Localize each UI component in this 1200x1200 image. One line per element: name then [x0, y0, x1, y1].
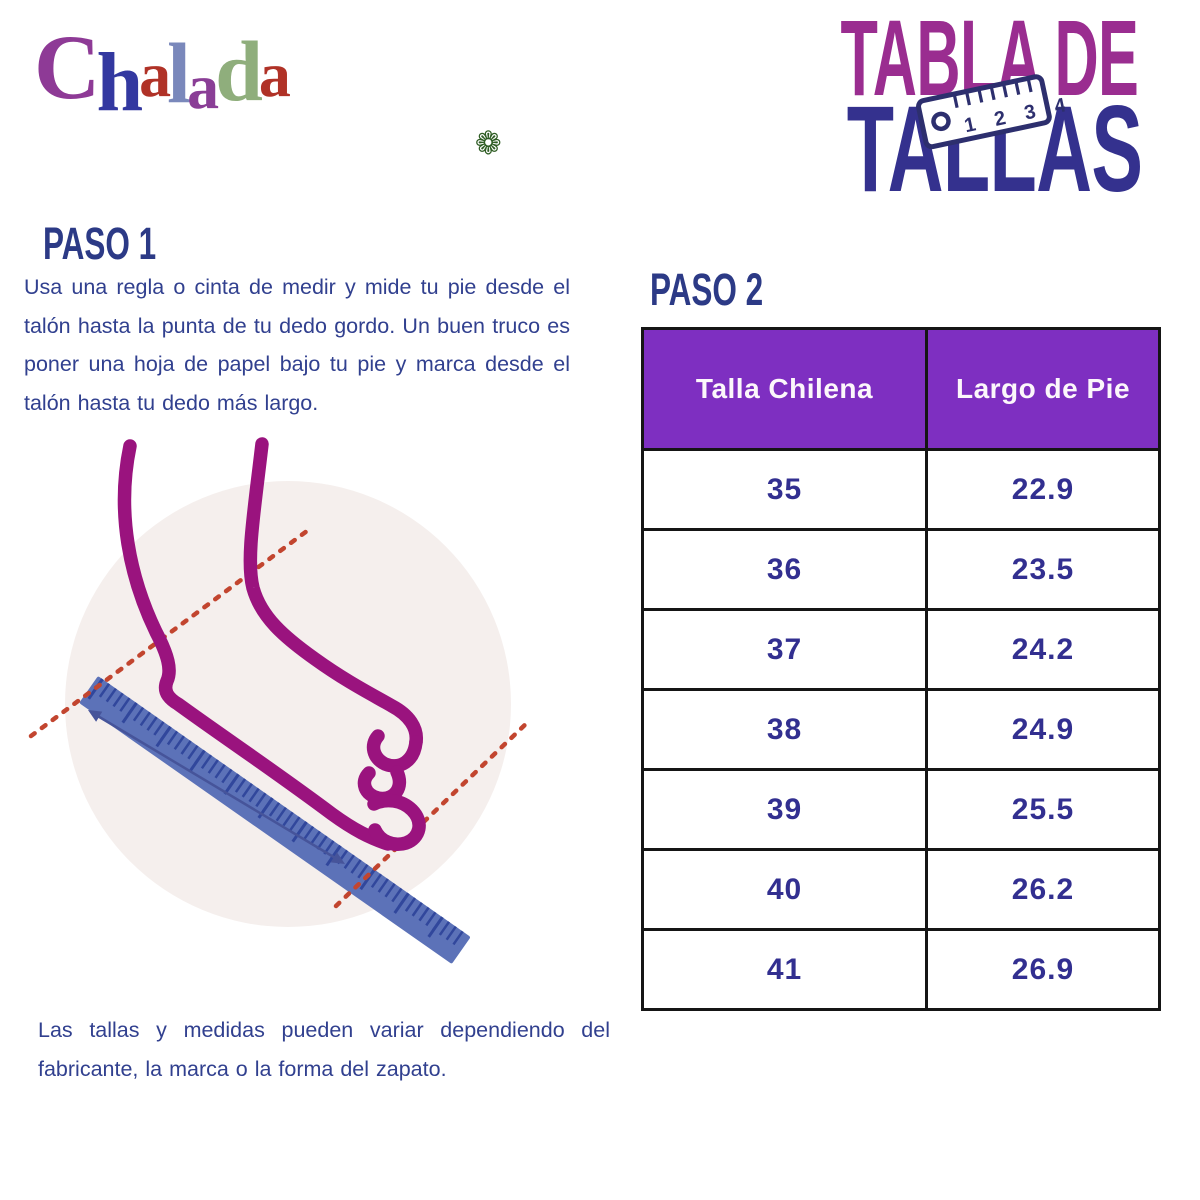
length-cell: 26.9: [925, 928, 1161, 1011]
foot-measurement-illustration: [28, 437, 533, 964]
table-row: 39 25.5: [641, 768, 1161, 851]
logo-letter: d: [215, 23, 263, 119]
size-cell: 39: [641, 768, 928, 851]
size-cell: 35: [641, 448, 928, 531]
toe-dotted-line: [333, 717, 533, 909]
table-row: 40 26.2: [641, 848, 1161, 931]
measurement-arrow: [88, 710, 345, 864]
disclaimer-line: Las tallas y medidas pueden variar depen…: [38, 1018, 610, 1042]
length-cell: 22.9: [925, 448, 1161, 531]
size-table: Talla Chilena Largo de Pie 35 22.9 36 23…: [641, 327, 1161, 1011]
illustration-circle: [65, 481, 511, 927]
step1-instructions: Usa una regla o cinta de medir y mide tu…: [24, 268, 570, 422]
disclaimer-line: fabricante, la marca o la forma del zapa…: [38, 1056, 447, 1081]
size-cell: 40: [641, 848, 928, 931]
table-row: 37 24.2: [641, 608, 1161, 691]
column-header-talla-chilena: Talla Chilena: [641, 327, 928, 451]
step1-line: Usa una regla o cinta de medir y mide tu…: [24, 275, 570, 299]
length-cell: 24.9: [925, 688, 1161, 771]
step1-heading: PASO 1: [43, 218, 157, 269]
logo-letter: a: [187, 51, 219, 122]
table-row: 35 22.9: [641, 448, 1161, 531]
ruler-hole-icon: [931, 111, 951, 132]
step1-line: poner una hoja de papel bajo tu pie y ma…: [24, 352, 570, 376]
length-cell: 24.2: [925, 608, 1161, 691]
column-header-largo-de-pie: Largo de Pie: [925, 327, 1161, 451]
disclaimer-text: Las tallas y medidas pueden variar depen…: [38, 1011, 610, 1088]
ruler-graphic: [79, 676, 470, 964]
step1-line: talón hasta tu dedo más largo.: [24, 390, 319, 415]
size-cell: 36: [641, 528, 928, 611]
heel-dotted-line: [28, 525, 314, 739]
table-row: 36 23.5: [641, 528, 1161, 611]
brand-logo: Chalada ❁: [34, 14, 502, 162]
length-cell: 26.2: [925, 848, 1161, 931]
length-cell: 25.5: [925, 768, 1161, 851]
size-table-header-row: Talla Chilena Largo de Pie: [641, 327, 1161, 451]
step2-heading: PASO 2: [650, 264, 764, 315]
ruler-icon: 1 2 3 4: [916, 74, 1065, 150]
logo-letter: C: [34, 16, 100, 118]
logo-flower-icon: ❁: [474, 124, 502, 162]
table-row: 41 26.9: [641, 928, 1161, 1011]
size-cell: 38: [641, 688, 928, 771]
size-cell: 37: [641, 608, 928, 691]
foot-outline: [117, 437, 426, 851]
step1-line: talón hasta la punta de tu dedo gordo. U…: [24, 313, 570, 338]
logo-letter: a: [258, 39, 291, 110]
logo-letter: a: [139, 39, 171, 110]
logo-letter: h: [96, 36, 143, 129]
logo-letter: l: [167, 25, 191, 121]
length-cell: 23.5: [925, 528, 1161, 611]
table-row: 38 24.9: [641, 688, 1161, 771]
size-cell: 41: [641, 928, 928, 1011]
